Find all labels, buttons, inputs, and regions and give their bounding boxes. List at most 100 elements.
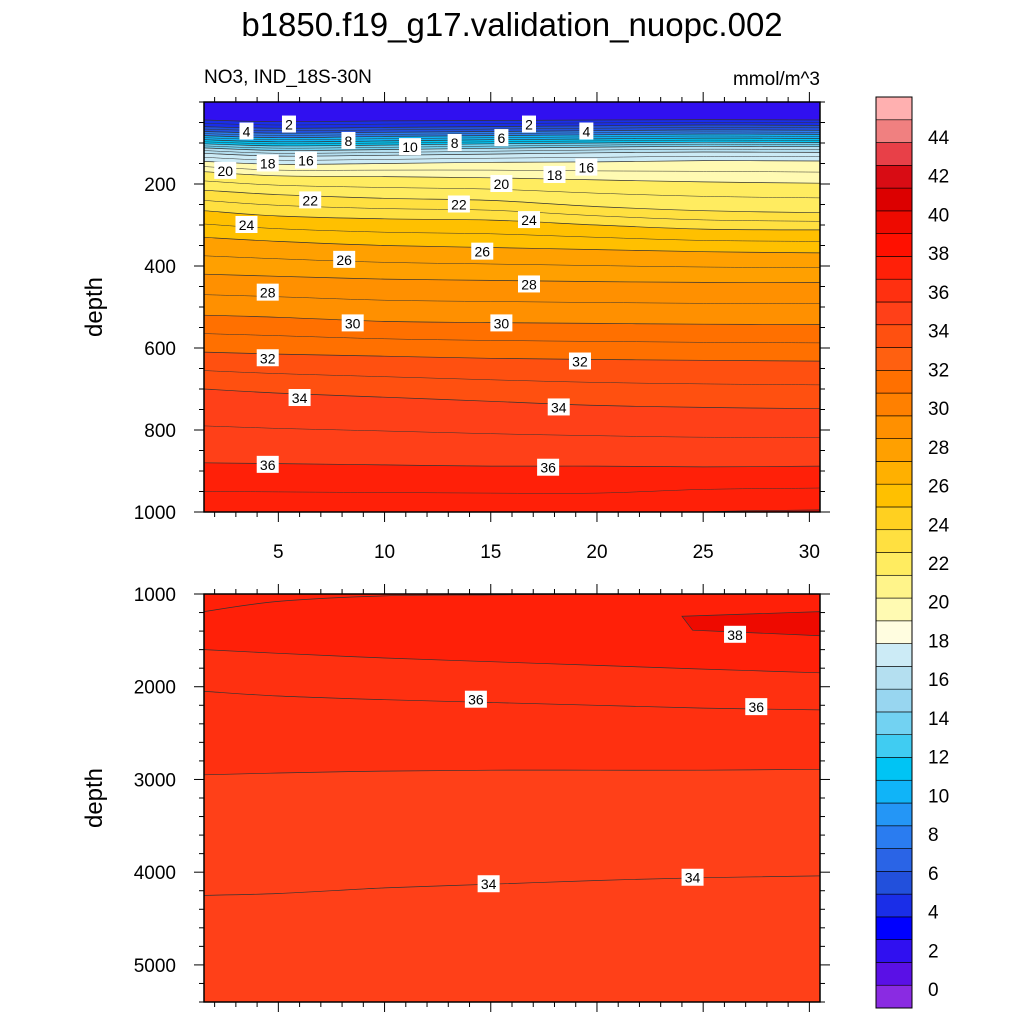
contour-label-box — [299, 191, 322, 209]
contour-label: 32 — [572, 354, 588, 370]
contour-label: 36 — [468, 692, 484, 708]
colorbar-swatch — [875, 552, 913, 576]
contour-label-box — [568, 352, 591, 370]
contour-label: 2 — [285, 117, 293, 133]
contour-label: 24 — [239, 217, 255, 233]
colorbar-swatch — [875, 233, 913, 257]
contour-label-box — [235, 216, 258, 233]
contour-label-box — [494, 129, 509, 147]
contour-line — [204, 135, 820, 140]
contour-label: 2 — [525, 117, 533, 133]
contour-label: 20 — [494, 176, 510, 192]
colorbar-label: 44 — [928, 128, 950, 149]
colorbar-swatch — [875, 620, 913, 644]
contour-line — [204, 691, 820, 711]
contour-label: 34 — [481, 876, 497, 892]
subtitle-variable: NO3, IND_18S-30N — [204, 67, 372, 88]
y-tick-label: 1000 — [134, 585, 176, 606]
colorbar-label: 4 — [928, 903, 939, 924]
contour-label-box — [256, 455, 279, 473]
contour-label: 8 — [451, 135, 459, 151]
y-tick-label: 2000 — [134, 678, 176, 699]
colorbar-label: 28 — [928, 438, 949, 459]
colorbar-swatch — [875, 825, 913, 849]
contour-label: 38 — [727, 627, 743, 643]
colorbar-swatch — [875, 187, 913, 212]
y-tick-label: 3000 — [134, 770, 176, 791]
contour-line — [204, 151, 820, 157]
contour-label: 18 — [260, 156, 276, 172]
colorbar-label: 8 — [928, 825, 939, 846]
contour-label-box — [517, 275, 540, 293]
contour-line — [204, 137, 820, 143]
contour-label: 4 — [243, 124, 251, 140]
colorbar: 0246810121416182022242628303234363840424… — [875, 96, 950, 1009]
contour-label-box — [517, 211, 540, 229]
colorbar-swatch — [875, 848, 913, 872]
contour-band — [703, 509, 820, 512]
contour-label-box — [214, 161, 237, 179]
contour-line — [204, 487, 820, 494]
contour-line — [204, 139, 820, 145]
y-tick-label: 600 — [144, 339, 176, 360]
colorbar-label: 38 — [928, 244, 949, 265]
contour-label: 22 — [451, 197, 467, 213]
contour-label-box — [333, 250, 356, 268]
colorbar-swatch — [875, 734, 913, 758]
contour-line — [204, 189, 820, 214]
colorbar-frame — [875, 96, 913, 1009]
contour-band — [204, 875, 820, 1002]
contour-line — [204, 145, 820, 151]
colorbar-swatch — [875, 529, 913, 553]
contour-line — [204, 133, 820, 139]
contour-line — [204, 333, 820, 344]
y-axis-label: depth — [81, 768, 108, 828]
contour-label: 18 — [547, 167, 563, 183]
contour-label-box — [447, 134, 462, 151]
colorbar-label: 22 — [928, 554, 949, 575]
colorbar-swatch — [875, 324, 913, 348]
colorbar-swatch — [875, 256, 913, 280]
contour-label: 32 — [260, 350, 276, 366]
y-tick-label: 5000 — [134, 956, 176, 977]
contour-label-box — [745, 698, 768, 716]
colorbar-label: 2 — [928, 941, 939, 962]
contour-line — [204, 294, 820, 304]
contour-label: 24 — [521, 212, 537, 228]
contour-line — [204, 141, 820, 147]
colorbar-swatch — [875, 506, 913, 531]
colorbar-swatch — [875, 597, 913, 622]
contour-band — [681, 611, 820, 637]
contour-label: 22 — [302, 192, 318, 208]
contour-line — [204, 143, 820, 149]
colorbar-swatch — [875, 688, 913, 713]
contour-line — [204, 148, 820, 154]
y-tick-label: 400 — [144, 257, 176, 278]
contour-label-box — [341, 314, 364, 332]
y-tick-label: 200 — [144, 175, 176, 196]
contour-label-box — [547, 398, 570, 416]
y-axis-label: depth — [81, 277, 108, 337]
colorbar-swatch — [875, 666, 913, 690]
contour-label-box — [537, 458, 560, 476]
colorbar-swatch — [875, 871, 913, 895]
colorbar-label: 10 — [928, 786, 949, 807]
contour-label: 34 — [551, 399, 567, 415]
colorbar-label: 42 — [928, 167, 949, 188]
colorbar-label: 12 — [928, 748, 949, 769]
colorbar-swatch — [875, 939, 913, 963]
contour-label-box — [471, 242, 494, 260]
contour-label-box — [281, 115, 296, 133]
contour-label-box — [256, 154, 279, 172]
colorbar-label: 40 — [928, 205, 949, 226]
colorbar-swatch — [875, 757, 913, 781]
colorbar-label: 24 — [928, 515, 950, 536]
colorbar-swatch — [875, 142, 913, 166]
colorbar-swatch — [875, 119, 913, 143]
contour-label: 26 — [474, 244, 490, 260]
y-tick-label: 4000 — [134, 863, 176, 884]
contour-label: 28 — [521, 276, 537, 292]
contour-label-box — [341, 131, 356, 149]
